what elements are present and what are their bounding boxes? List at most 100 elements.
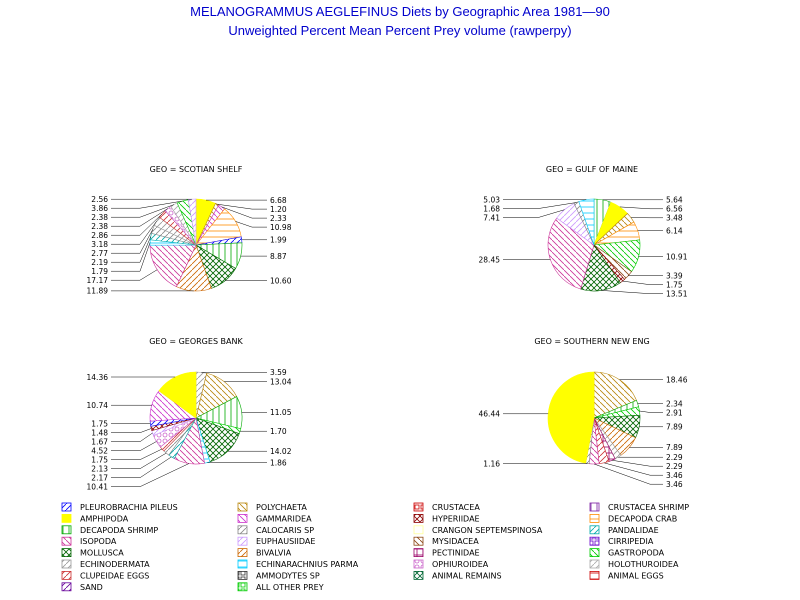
legend-label: AMPHIPODA (80, 514, 129, 523)
slice-label: 7.89 (666, 443, 683, 452)
legend-label: EUPHAUSIIDAE (256, 537, 315, 546)
pie-title: GEO = SOUTHERN NEW ENG (534, 337, 649, 346)
chart-subtitle: Unweighted Percent Mean Percent Prey vol… (228, 23, 572, 38)
slice-label: 13.51 (666, 290, 688, 299)
legend-swatch (413, 571, 424, 580)
legend-label: POLYCHAETA (256, 503, 307, 512)
legend-swatch (413, 514, 424, 523)
leader-line (235, 221, 267, 228)
legend-swatch (237, 548, 248, 557)
leader-line (622, 280, 663, 285)
legend-swatch (237, 536, 248, 546)
slice-label: 14.02 (270, 447, 292, 456)
slice-label: 1.70 (270, 427, 287, 436)
legend-label: ANIMAL EGGS (608, 571, 664, 580)
legend-swatch (589, 536, 600, 546)
slice-label: 17.17 (87, 276, 109, 285)
legend-entry: CRANGON SEPTEMSPINOSA (413, 525, 543, 535)
slice-label: 1.48 (91, 429, 108, 438)
leader-line (594, 463, 663, 485)
slice-label: 46.44 (479, 410, 501, 419)
legend-entry: GASTROPODA (589, 548, 665, 558)
slice-label: 10.60 (270, 276, 292, 285)
leader-line (503, 202, 577, 209)
slice-label: 1.75 (91, 420, 108, 429)
legend-entry: PECTINIDAE (413, 548, 480, 558)
legend-entry: AMMODYTES SP (237, 571, 320, 580)
legend-swatch (61, 571, 72, 580)
slice-label: 2.17 (91, 474, 108, 483)
legend-entry: ANIMAL REMAINS (413, 571, 502, 580)
slice-label: 2.86 (91, 231, 108, 240)
legend-label: HYPERIIDAE (432, 514, 480, 523)
slice-label: 3.46 (666, 480, 683, 489)
leader-line (111, 200, 183, 209)
slice-label: 28.45 (479, 256, 501, 265)
slice-label: 1.99 (270, 236, 287, 245)
pie-title: GEO = GEORGES BANK (149, 337, 243, 346)
slice-label: 2.29 (666, 453, 683, 462)
legend-label: GASTROPODA (608, 549, 665, 558)
legend-label: DECAPODA SHRIMP (80, 526, 158, 535)
legend-entry: ALL OTHER PREY (237, 582, 324, 592)
pie-4: GEO = SOUTHERN NEW ENG 18.46 2.342.91 7.89 7… (479, 337, 688, 489)
slice-label: 1.20 (270, 205, 287, 214)
leader-line (619, 206, 663, 210)
legend-label: DECAPODA CRAB (608, 514, 677, 523)
chart-title: MELANOGRAMMUS AEGLEFINUS Diets by Geogra… (190, 4, 610, 19)
legend-entry: GAMMARIDEA (237, 514, 312, 523)
legend-entry: MYSIDACEA (413, 536, 479, 546)
slice-label: 10.91 (666, 252, 688, 261)
legend-swatch (413, 536, 424, 546)
legend-swatch (61, 559, 72, 569)
slice-label: 3.86 (91, 204, 108, 213)
legend-label: ECHINARACHNIUS PARMA (256, 560, 359, 569)
slice-label: 5.03 (483, 195, 500, 204)
pie-slice (547, 217, 595, 290)
legend-swatch (413, 559, 424, 569)
legend-entry: CRUSTACEA SHRIMP (589, 502, 689, 512)
leader-line (111, 236, 152, 263)
slice-label: 6.56 (666, 205, 683, 214)
legend-entry: HYPERIIDAE (413, 514, 480, 523)
legend-swatch (413, 548, 424, 557)
leader-line (111, 456, 172, 478)
legend-label: SAND (80, 583, 103, 592)
leader-line (111, 213, 163, 236)
legend-swatch (61, 525, 72, 535)
leader-line (111, 229, 154, 254)
leader-line (111, 269, 158, 281)
pie-slice (547, 371, 595, 464)
legend-swatch (237, 514, 248, 523)
slice-label: 2.77 (91, 249, 108, 258)
legend-swatch (589, 559, 600, 569)
leader-line (217, 203, 267, 210)
slice-label: 2.19 (91, 258, 108, 267)
slice-label: 7.41 (483, 213, 500, 222)
legend-entry: SAND (61, 582, 103, 592)
slice-label: 2.33 (270, 214, 287, 223)
slice-label: 3.59 (270, 368, 287, 377)
leader-line (111, 432, 153, 442)
slice-label: 10.41 (87, 483, 109, 492)
leader-line (111, 208, 169, 227)
leader-line (111, 452, 167, 469)
legend-label: PANDALIDAE (608, 526, 659, 535)
pie-slice (158, 371, 197, 419)
pie-2: GEO = GULF OF MAINE 5.646.563.48 6.14 10.91… (479, 165, 688, 299)
legend-swatch (413, 525, 424, 535)
legend-swatch (237, 582, 248, 592)
legend-label: CRUSTACEA SHRIMP (608, 503, 689, 512)
slice-label: 2.29 (666, 462, 683, 471)
legend-label: ALL OTHER PREY (256, 583, 324, 592)
legend-label: OPHIUROIDEA (432, 560, 489, 569)
pie-title: GEO = GULF OF MAINE (546, 165, 638, 174)
legend-label: MOLLUSCA (80, 549, 124, 558)
leader-line (111, 221, 157, 245)
slice-label: 10.74 (87, 401, 109, 410)
legend-swatch (61, 582, 72, 592)
legend-entry: ECHINODERMATA (61, 559, 150, 569)
legend-entry: PANDALIDAE (589, 525, 659, 535)
